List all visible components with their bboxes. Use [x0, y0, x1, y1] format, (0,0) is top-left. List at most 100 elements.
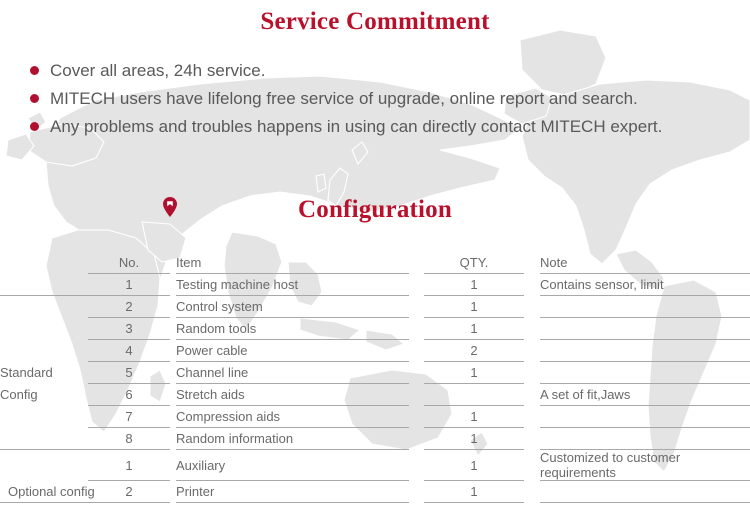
row-qty: 1	[424, 317, 524, 340]
row-gap-2	[409, 384, 424, 406]
row-note	[540, 339, 750, 362]
row-item: Channel line	[176, 361, 409, 384]
row-gap-3	[524, 274, 540, 296]
row-group-label	[0, 273, 88, 296]
row-no: 4	[88, 339, 170, 362]
row-group-label: Config	[0, 387, 38, 402]
row-gap-3	[524, 340, 540, 362]
row-no: 3	[88, 317, 170, 340]
row-no: 7	[88, 405, 170, 428]
row-gap-3	[524, 362, 540, 384]
row-item: Testing machine host	[176, 273, 409, 296]
configuration-table: No. Item QTY. Note 1 Testing machine hos…	[0, 252, 750, 503]
table-row: 8 Random information 1	[0, 427, 750, 450]
row-gap-3	[524, 428, 540, 450]
row-gap-2	[409, 274, 424, 296]
table-row: 7 Compression aids 1	[0, 405, 750, 428]
table-row: 4 Power cable 2	[0, 339, 750, 362]
row-no: 1	[88, 449, 170, 481]
header-note: Note	[540, 252, 750, 274]
row-qty: 1	[424, 480, 524, 503]
header-no: No.	[88, 252, 170, 274]
configuration-table-wrapper: No. Item QTY. Note 1 Testing machine hos…	[0, 252, 750, 503]
list-item: Cover all areas, 24h service.	[30, 58, 740, 86]
row-item: Compression aids	[176, 405, 409, 428]
row-group-label	[0, 340, 88, 362]
table-row: Optional config 2 Printer 1	[0, 480, 750, 503]
row-no: 8	[88, 427, 170, 450]
row-no: 2	[88, 295, 170, 318]
row-item: Auxiliary	[176, 449, 409, 481]
row-gap-2	[409, 296, 424, 318]
row-note	[540, 405, 750, 428]
list-item-label: Any problems and troubles happens in usi…	[50, 117, 663, 136]
bullet-dot-icon	[30, 66, 39, 75]
table-header-row: No. Item QTY. Note	[0, 252, 750, 274]
row-gap-3	[524, 481, 540, 503]
row-gap-2	[409, 318, 424, 340]
row-note: Contains sensor, limit	[540, 273, 750, 296]
list-item: Any problems and troubles happens in usi…	[30, 114, 740, 142]
header-item: Item	[176, 252, 409, 274]
row-gap-3	[524, 384, 540, 406]
row-note	[540, 317, 750, 340]
row-qty: 1	[424, 405, 524, 428]
row-gap-2	[409, 450, 424, 481]
row-note	[540, 295, 750, 318]
row-group-label: Optional config	[0, 480, 95, 503]
row-note	[540, 427, 750, 450]
row-item: Random information	[176, 427, 409, 450]
table-row: 1 Auxiliary 1 Customized to customer req…	[0, 449, 750, 481]
row-gap-3	[524, 318, 540, 340]
row-group-label	[0, 406, 88, 428]
row-gap-3	[524, 296, 540, 318]
row-gap-2	[409, 406, 424, 428]
header-gap-2	[409, 252, 424, 274]
row-no: 2	[88, 480, 170, 503]
row-gap-2	[409, 362, 424, 384]
row-group-label: Standard	[0, 365, 53, 380]
table-row: Standard 5 Channel line 1	[0, 361, 750, 384]
row-note: A set of fit,Jaws	[540, 383, 750, 406]
list-item: MITECH users have lifelong free service …	[30, 86, 740, 114]
row-qty: 1	[424, 273, 524, 296]
row-group-label	[0, 318, 88, 340]
row-qty: 1	[424, 427, 524, 450]
header-group	[0, 252, 88, 274]
row-item: Random tools	[176, 317, 409, 340]
row-note	[540, 480, 750, 503]
list-item-label: MITECH users have lifelong free service …	[50, 89, 638, 108]
row-qty	[424, 383, 524, 406]
row-gap-2	[409, 340, 424, 362]
row-qty: 2	[424, 339, 524, 362]
service-commitment-list: Cover all areas, 24h service. MITECH use…	[30, 58, 740, 142]
header-gap-3	[524, 252, 540, 274]
table-row: 2 Control system 1	[0, 295, 750, 318]
row-qty: 1	[424, 449, 524, 481]
row-group-label	[0, 427, 88, 450]
row-item: Power cable	[176, 339, 409, 362]
row-item: Control system	[176, 295, 409, 318]
bullet-dot-icon	[30, 122, 39, 131]
row-group-label	[0, 296, 88, 318]
row-no: 5	[88, 361, 170, 384]
row-no: 1	[88, 273, 170, 296]
row-gap-2	[409, 481, 424, 503]
bullet-dot-icon	[30, 94, 39, 103]
row-item: Printer	[176, 480, 409, 503]
table-row: 1 Testing machine host 1 Contains sensor…	[0, 273, 750, 296]
page-title-service-commitment: Service Commitment	[260, 8, 490, 35]
row-gap-3	[524, 406, 540, 428]
row-qty: 1	[424, 361, 524, 384]
row-gap-2	[409, 428, 424, 450]
row-note	[540, 361, 750, 384]
list-item-label: Cover all areas, 24h service.	[50, 61, 266, 80]
row-gap-3	[524, 450, 540, 481]
header-qty: QTY.	[424, 252, 524, 274]
page-title-configuration: Configuration	[297, 196, 452, 223]
row-no: 6	[88, 383, 170, 406]
row-item: Stretch aids	[176, 383, 409, 406]
row-qty: 1	[424, 295, 524, 318]
row-note: Customized to customer requirements	[540, 449, 750, 481]
table-row: 3 Random tools 1	[0, 317, 750, 340]
